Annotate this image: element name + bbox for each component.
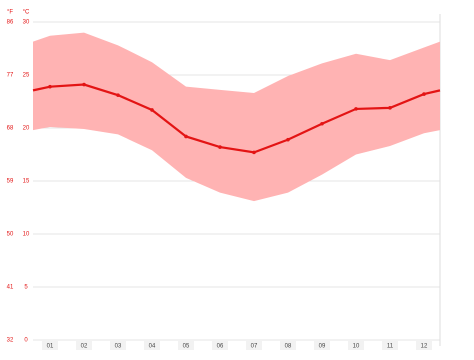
mean-point — [320, 121, 324, 126]
mean-point — [184, 134, 188, 139]
mean-point — [286, 137, 290, 142]
y2-tick-label: 68 — [7, 126, 14, 132]
x-tick-label: 10 — [353, 344, 360, 350]
x-tick-box — [144, 341, 160, 350]
y-tick-label: 5 — [24, 285, 28, 291]
x-tick-box — [314, 341, 330, 350]
y2-unit: °F — [7, 10, 13, 16]
x-tick-label: 06 — [217, 344, 224, 350]
x-tick-box — [280, 341, 296, 350]
mean-point — [354, 107, 358, 111]
x-tick-label: 01 — [47, 344, 54, 350]
y-tick-label: 30 — [23, 20, 30, 26]
y-tick-label: 15 — [23, 179, 30, 185]
mean-point — [82, 82, 86, 87]
y-tick-label: 0 — [24, 338, 28, 344]
y2-tick-label: 59 — [7, 179, 14, 185]
mean-point — [48, 84, 52, 89]
x-tick-label: 07 — [251, 344, 258, 350]
x-tick-label: 11 — [387, 344, 394, 350]
y-tick-label: 10 — [23, 232, 30, 238]
mean-point — [150, 108, 154, 112]
x-tick-label: 12 — [421, 344, 428, 350]
range-area — [33, 32, 440, 202]
x-tick-box — [416, 341, 432, 350]
mean-point — [252, 150, 256, 155]
y2-tick-label: 86 — [7, 20, 14, 26]
y2-tick-label: 41 — [7, 285, 14, 291]
x-tick-box — [42, 341, 58, 350]
y2-tick-label: 50 — [7, 232, 14, 238]
x-tick-box — [382, 341, 398, 350]
mean-point — [218, 145, 222, 149]
x-tick-label: 09 — [319, 344, 326, 350]
x-tick-box — [110, 341, 126, 350]
mean-point — [388, 106, 392, 110]
x-tick-label: 03 — [115, 344, 122, 350]
x-tick-box — [348, 341, 364, 350]
y-tick-label: 20 — [23, 126, 30, 132]
x-tick-box — [178, 341, 194, 350]
x-tick-box — [246, 341, 262, 350]
x-tick-label: 02 — [81, 344, 88, 350]
mean-point — [116, 93, 120, 97]
y-tick-label: 25 — [23, 73, 30, 79]
x-tick-box — [212, 341, 228, 350]
mean-point — [422, 92, 426, 96]
y2-tick-label: 77 — [7, 73, 14, 79]
x-tick-box — [76, 341, 92, 350]
x-tick-label: 08 — [285, 344, 292, 350]
mean-line — [32, 83, 441, 154]
y2-tick-label: 32 — [7, 338, 14, 344]
x-tick-label: 04 — [149, 344, 156, 350]
x-tick-label: 05 — [183, 344, 190, 350]
y-unit: °C — [23, 10, 30, 16]
